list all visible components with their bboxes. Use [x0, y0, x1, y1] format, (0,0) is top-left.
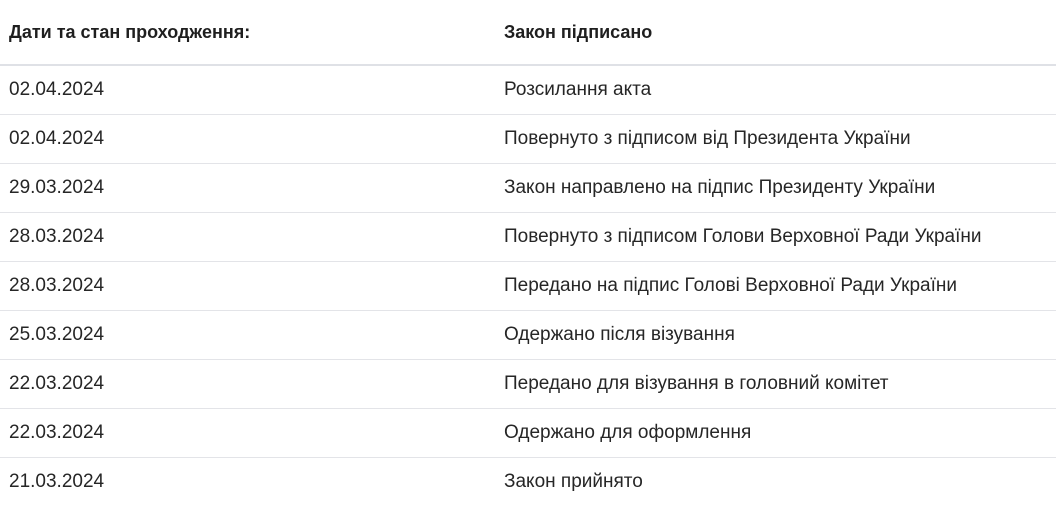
row-date: 25.03.2024	[9, 324, 105, 345]
row-event: Розсилання акта	[504, 79, 652, 100]
dates-header: Дати та стан проходження:	[9, 21, 251, 42]
row-event: Закон направлено на підпис Президенту Ук…	[504, 177, 936, 198]
row-date: 21.03.2024	[9, 471, 105, 492]
table-row: 25.03.2024 Одержано після візування	[0, 311, 1056, 360]
row-event: Передано для візування в головний коміте…	[504, 373, 889, 394]
row-date: 28.03.2024	[9, 275, 105, 296]
table-row: 02.04.2024 Повернуто з підписом від Прези…	[0, 115, 1056, 164]
table-row: 22.03.2024 Передано для візування в голов…	[0, 360, 1056, 409]
row-date: 22.03.2024	[9, 422, 105, 443]
table-row: 02.04.2024 Розсилання акта	[0, 66, 1056, 115]
row-date: 02.04.2024	[9, 128, 105, 149]
row-event: Одержано для оформлення	[504, 422, 752, 443]
row-event: Передано на підпис Голові Верховної Ради…	[504, 275, 957, 296]
row-event: Повернуто з підписом Голови Верховної Ра…	[504, 226, 982, 247]
table-header: Дати та стан проходження: Закон підписан…	[0, 0, 1056, 66]
table-row: 22.03.2024 Одержано для оформлення	[0, 409, 1056, 458]
table-row: 28.03.2024 Передано на підпис Голові Верх…	[0, 262, 1056, 311]
row-event: Закон прийнято	[504, 471, 643, 492]
row-date: 02.04.2024	[9, 79, 105, 100]
row-date: 28.03.2024	[9, 226, 105, 247]
table-row: 21.03.2024 Закон прийнято	[0, 458, 1056, 506]
row-date: 29.03.2024	[9, 177, 105, 198]
table-row: 28.03.2024 Повернуто з підписом Голови Ве…	[0, 213, 1056, 262]
row-event: Повернуто з підписом від Президента Укра…	[504, 128, 911, 149]
table-row: 29.03.2024 Закон направлено на підпис Пре…	[0, 164, 1056, 213]
row-date: 22.03.2024	[9, 373, 105, 394]
row-event: Одержано після візування	[504, 324, 735, 345]
status-header: Закон підписано	[504, 21, 653, 42]
